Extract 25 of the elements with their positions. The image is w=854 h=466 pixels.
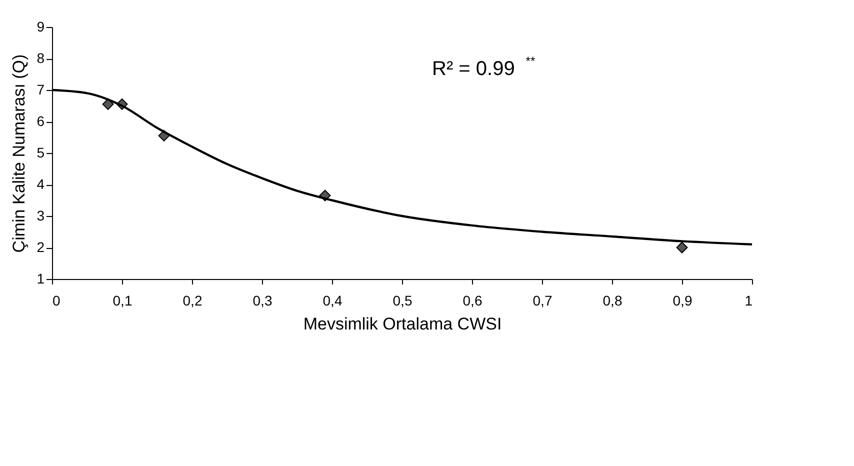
- y-tick-label: 6: [36, 113, 45, 129]
- point: [102, 98, 114, 110]
- x-tick-label: 0,8: [602, 292, 622, 308]
- x-tick-label: 0,3: [252, 292, 272, 308]
- y-tick-label: 5: [36, 144, 45, 160]
- y-tick-label: 9: [36, 18, 45, 34]
- y-tick-label: 4: [36, 176, 45, 192]
- x-tick-label: 0,2: [182, 292, 202, 308]
- y-tick-label: 8: [36, 50, 45, 66]
- x-tick-label: 0,7: [532, 292, 552, 308]
- x-tick-label: 0,1: [112, 292, 132, 308]
- x-tick-label: 0,4: [322, 292, 342, 308]
- x-tick-label: 0,5: [392, 292, 412, 308]
- x-tick-label: 0,9: [672, 292, 692, 308]
- x-tick-label: 0,6: [462, 292, 482, 308]
- annotation: R² = 0.99**: [432, 54, 536, 80]
- x-axis-title: Mevsimlik Ortalama CWSI: [303, 314, 502, 334]
- y-tick-label: 2: [36, 239, 45, 255]
- point: [676, 242, 688, 254]
- x-tick-label: 0: [52, 292, 60, 308]
- x-tick-label: 1: [744, 292, 753, 308]
- y-tick-label: 3: [36, 208, 45, 224]
- y-axis-title: Çimin Kalite Numarası (Q): [10, 54, 29, 253]
- y-tick-label: 1: [36, 270, 45, 286]
- y-tick-label: 7: [36, 82, 45, 98]
